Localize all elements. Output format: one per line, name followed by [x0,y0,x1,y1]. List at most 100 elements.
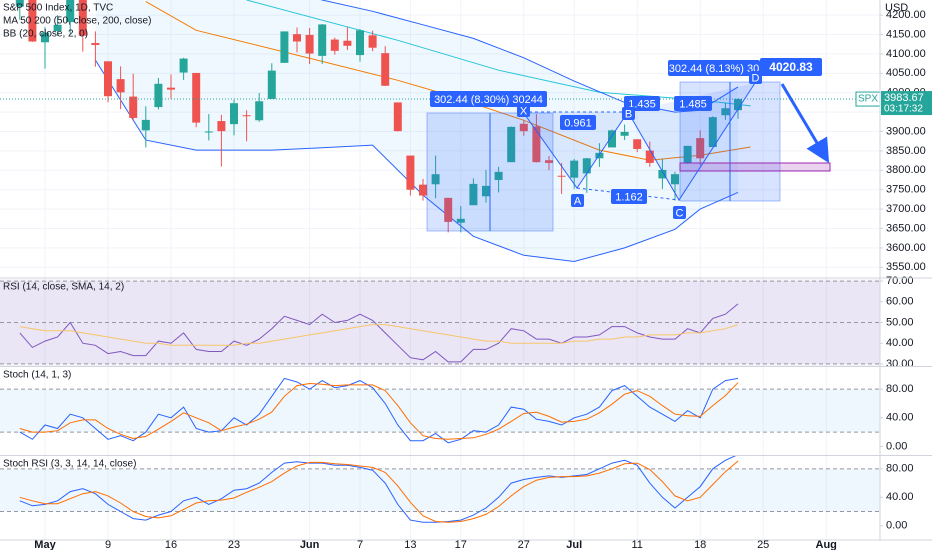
arrow [780,83,830,164]
legend-entry: BB (20, close, 2, 0) [3,29,88,40]
pattern-fill [523,112,628,188]
zone-box [679,162,831,172]
y-tick-label: 3600.00 [886,242,926,254]
candle-body [734,99,742,111]
candle-body [242,115,251,117]
candle-body [494,171,503,181]
candle-body [406,155,415,190]
x-tick-label: 11 [631,539,642,550]
annotation: D [752,72,760,84]
x-tick-label: 25 [757,539,769,550]
candle-body [645,150,654,163]
legend-entry: MA 50 200 (50, close, 200, close) [3,16,151,27]
candle-body [658,169,667,179]
annotation: X [520,105,528,117]
x-tick-label: 18 [694,539,706,550]
candle-body [545,160,553,163]
candle-body [91,43,100,46]
candle-body [444,197,453,222]
annotation-box [622,107,635,120]
drawings [426,81,831,232]
symbol-label: SPX [858,94,878,105]
candle-body [104,61,112,97]
annotation-box [517,104,530,117]
candle-body [570,160,579,178]
y-tick-label: 3800.00 [886,164,926,176]
indicator-pane [0,456,880,523]
candle-body [356,30,364,56]
candle-body [204,131,213,133]
pattern-diagonal [576,187,680,201]
candle-body [696,138,705,159]
y-tick-label: 40.00 [886,491,914,503]
y-tick-label: 4150.00 [886,28,926,40]
annotation-box [674,96,712,111]
band-fill [0,389,880,433]
y-tick-label: 40.00 [886,412,914,424]
candle-body [192,72,201,123]
annotation-box [749,71,762,84]
y-tick-label: 3750.00 [886,184,926,196]
candle-body [507,126,516,163]
countdown-label: 03:17:32 [884,104,923,115]
annotation-box [430,91,547,107]
indicator-line [19,324,739,346]
y-tick-label: 60.00 [886,296,914,308]
candle-body [532,126,541,163]
last-price-label: 3983.67 [884,92,924,104]
annotation: C [676,207,684,219]
chart-title: S&P 500 Index, 1D, TVC [3,3,113,14]
candle-body [154,83,163,108]
annotation: 1.162 [615,191,643,203]
pane-title: Stoch (14, 1, 3) [3,370,71,381]
candle-body [41,32,49,43]
x-tick-label: 7 [357,539,363,550]
annotation: B [625,108,632,120]
indicator-line [19,377,739,444]
y-tick-label: 70.00 [886,275,914,287]
candle-body [683,145,692,164]
candle-body [78,0,87,36]
candle-body [141,119,150,131]
candle-body [230,103,238,125]
annotation: 302.44 (8.13%) 30 [669,63,760,75]
candle-body [482,185,490,197]
candle-body [179,58,188,73]
candle-body [305,34,314,54]
annotation: 1.485 [679,98,707,110]
candle-body [53,24,62,32]
annotation-box [760,58,822,76]
candle-body [456,218,465,223]
candle-body [469,183,478,206]
indicator-line [19,460,739,523]
price-tag [881,91,932,116]
candle-body [419,184,427,196]
candle-body [116,79,125,93]
candle-body [368,35,377,48]
candle-body [167,87,175,90]
pattern-fill [628,83,755,200]
annotation: A [574,195,582,207]
candle-body [393,102,402,132]
y-tick-label: 4050.00 [886,67,926,79]
annotation-box [673,206,686,219]
y-tick-label: 4100.00 [886,48,926,60]
y-tick-label: 80.00 [886,463,914,475]
candle-body [15,0,24,7]
candle-body [280,31,289,63]
x-tick-label: Jul [566,539,582,550]
indicator-line [19,456,737,523]
y-tick-label: 80.00 [886,383,914,395]
y-tick-label: 3650.00 [886,222,926,234]
candle-body [343,40,352,46]
pane-title: RSI (14, close, SMA, 14, 2) [3,282,124,293]
annotation-box [560,115,596,130]
x-tick-label: May [34,539,56,550]
candle-body [267,70,276,99]
indicator-line [19,382,739,440]
annotation: 0.961 [564,117,592,129]
y-tick-label: 3900.00 [886,125,926,137]
annotation: 4020.83 [769,60,813,74]
y-tick-label: 30.00 [886,358,914,370]
